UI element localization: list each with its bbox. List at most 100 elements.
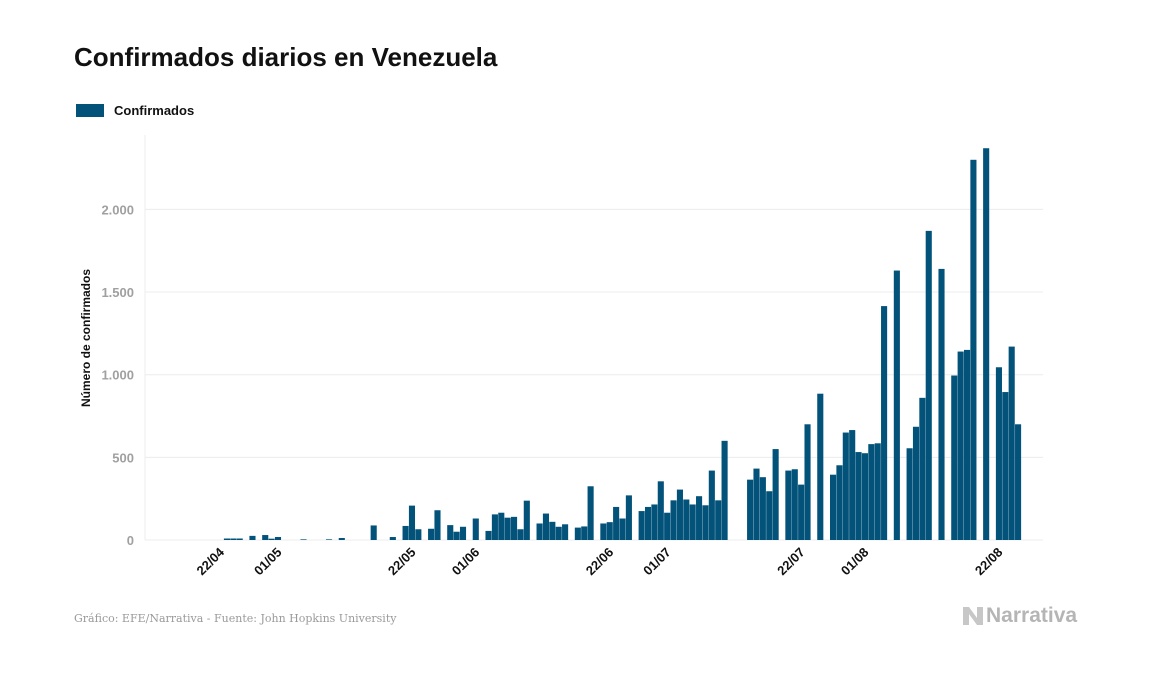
bar [223,538,230,540]
bar [957,351,964,540]
bar [798,484,805,540]
bar [970,159,977,541]
bar [600,523,607,540]
bar [606,522,613,540]
bar [262,535,269,540]
x-tick-label: 22/04 [194,544,228,578]
bar [236,538,243,540]
bar [549,521,556,540]
y-tick-label: 0 [127,533,134,548]
bar [268,538,275,540]
bar [683,499,690,540]
bar [402,525,409,540]
bar [855,452,862,540]
y-tick-label: 500 [112,450,134,465]
bar [912,426,920,540]
bar [523,500,530,540]
legend: Confirmados [76,103,194,118]
bar [830,474,837,540]
bar [766,491,773,540]
bar [759,477,766,540]
bar [389,537,396,540]
bar [715,500,722,540]
y-tick-label: 1.000 [101,368,134,383]
bar [434,510,441,540]
bar [370,525,377,540]
y-tick-label: 2.000 [101,202,134,217]
x-tick-label: 22/07 [774,545,808,579]
bar [555,526,562,540]
bar [485,530,492,540]
chart-title: Confirmados diarios en Venezuela [74,42,498,72]
bar [511,516,518,540]
bar [670,500,677,540]
bar [574,527,581,540]
bar [504,517,511,540]
legend-swatch [76,104,104,117]
bar [791,469,798,540]
bar [938,268,945,540]
bar [881,306,888,540]
bar [664,512,671,540]
bar [517,529,524,540]
bar [408,505,416,540]
bar [274,537,282,540]
bar [676,489,683,540]
x-tick-label: 22/05 [385,545,419,579]
bar [951,375,958,540]
legend-label: Confirmados [114,103,195,118]
bar [249,535,256,540]
bar [861,453,868,540]
bar [491,514,498,540]
x-tick-label: 01/06 [449,545,483,579]
bar [983,148,990,540]
bar [542,513,549,540]
x-tick-label: 01/05 [251,545,285,579]
bar [447,525,454,540]
bar [325,539,333,540]
bar [963,349,971,540]
bar [1008,346,1015,540]
bar [581,526,588,540]
y-tick-label: 1.500 [101,285,134,300]
bar [651,504,658,540]
bar [772,449,779,540]
bar [338,538,345,540]
bar [619,518,626,540]
x-tick-labels: 22/04 01/05 22/05 01/06 22/06 01/07 22/07 01/08… [194,544,1006,578]
bar [696,496,703,540]
bar [842,432,849,540]
source-note: Gráfico: EFE/Narrativa - Fuente: John Ho… [74,612,397,625]
brand-logo: Narrativa [962,604,1077,628]
bar [995,367,1002,540]
y-tick-labels: 0 500 1.000 1.500 2.000 [101,202,134,548]
bar [893,270,900,540]
x-tick-label: 22/08 [972,545,1006,579]
bar [536,523,543,540]
bar [562,524,569,540]
narrativa-logo-icon [963,607,983,625]
bar [625,495,632,540]
bar [230,538,237,540]
bar [874,443,881,540]
bar [1015,424,1022,540]
bar [689,504,696,540]
bar [721,440,728,540]
bar [657,481,664,540]
bar [587,486,594,540]
bar [453,531,460,540]
bar [919,397,926,540]
bar [849,430,856,540]
bar [785,470,792,540]
bar [300,539,307,540]
bar [415,529,422,540]
bar [906,448,913,540]
bar [498,512,505,540]
brand-name: Narrativa [986,604,1078,627]
bar [644,506,652,540]
bar [925,230,932,540]
bar [817,393,824,540]
bar [747,479,754,540]
bar [702,505,709,540]
